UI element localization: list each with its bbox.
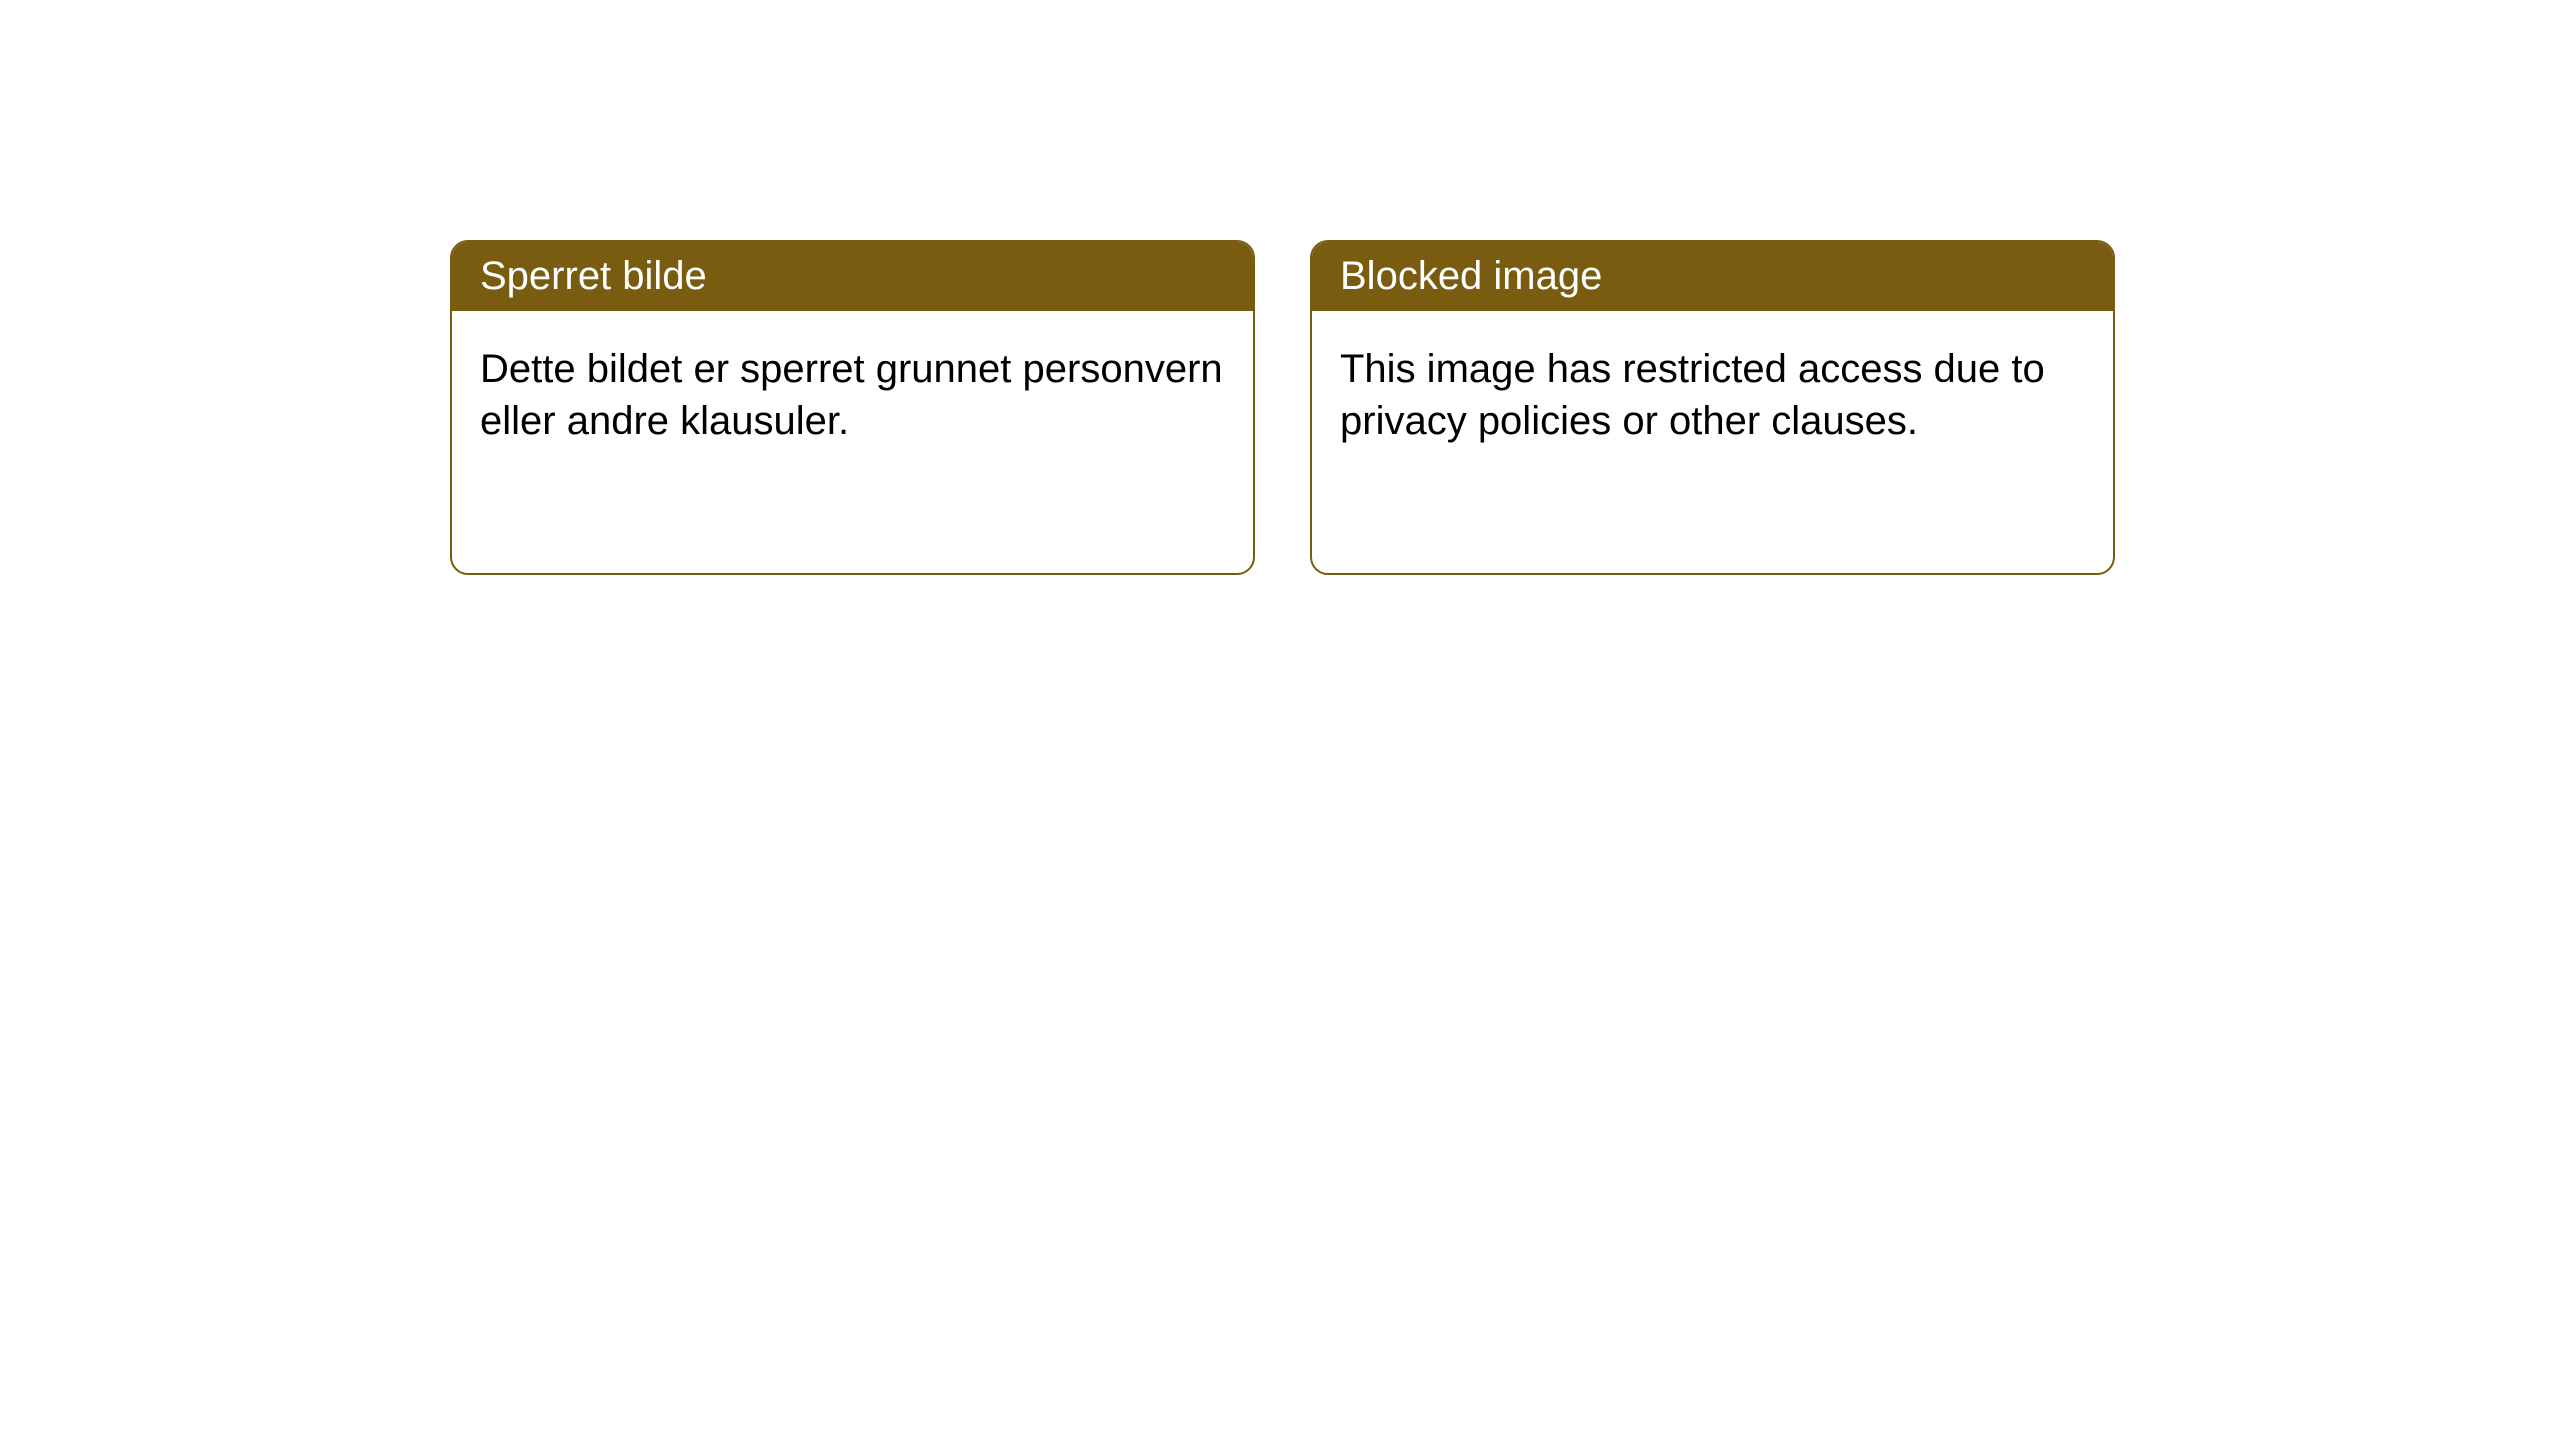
notice-header: Sperret bilde	[452, 242, 1253, 311]
notice-card-norwegian: Sperret bilde Dette bildet er sperret gr…	[450, 240, 1255, 575]
notice-message: Dette bildet er sperret grunnet personve…	[480, 347, 1223, 443]
notice-container: Sperret bilde Dette bildet er sperret gr…	[0, 0, 2560, 575]
notice-body: This image has restricted access due to …	[1312, 311, 2113, 479]
notice-title: Sperret bilde	[480, 254, 707, 298]
notice-card-english: Blocked image This image has restricted …	[1310, 240, 2115, 575]
notice-body: Dette bildet er sperret grunnet personve…	[452, 311, 1253, 479]
notice-message: This image has restricted access due to …	[1340, 347, 2045, 443]
notice-header: Blocked image	[1312, 242, 2113, 311]
notice-title: Blocked image	[1340, 254, 1602, 298]
